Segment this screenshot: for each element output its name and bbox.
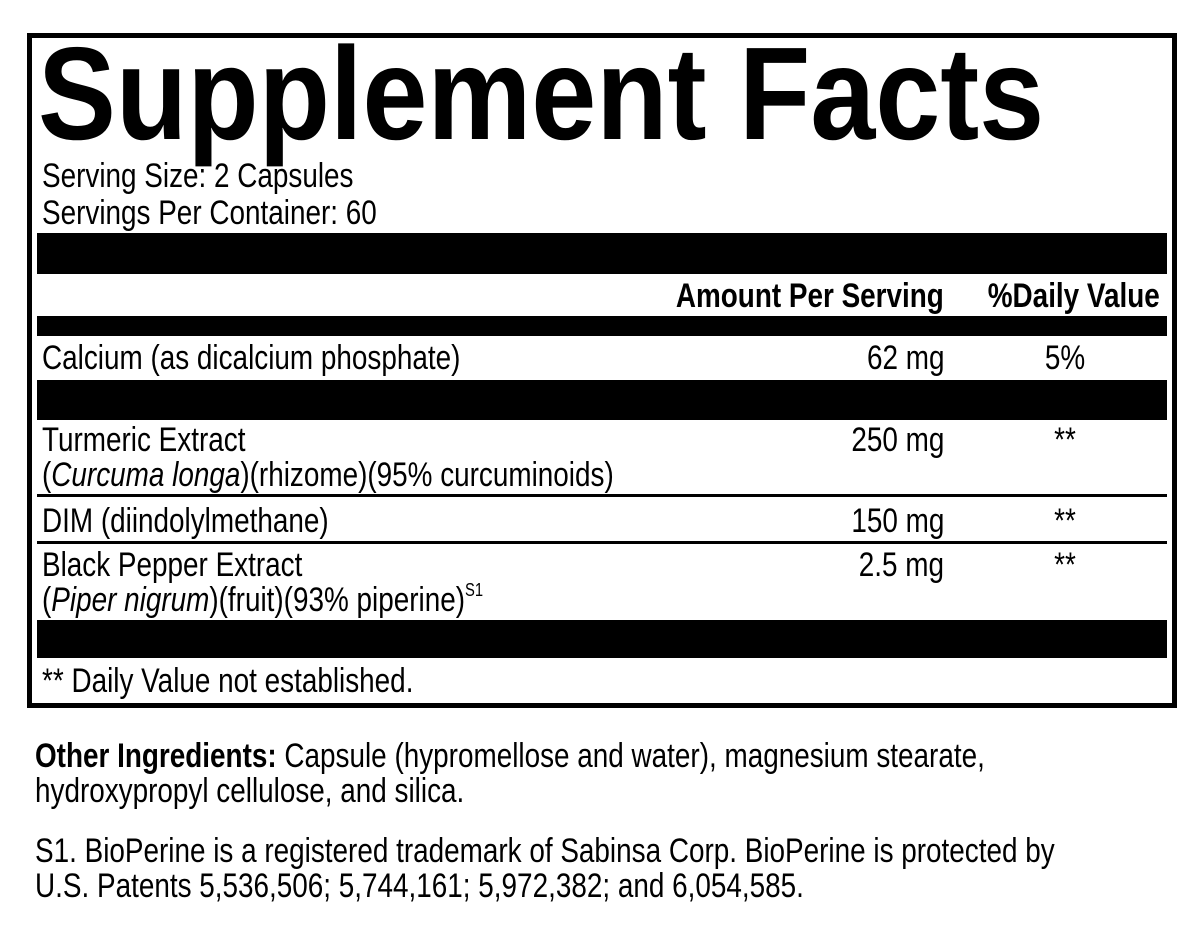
row-amount: 250 mg <box>851 421 944 459</box>
detail-text: ( <box>42 456 52 494</box>
footnote: ** Daily Value not established. <box>42 662 414 700</box>
thick-divider <box>37 620 1167 658</box>
row-amount: 2.5 mg <box>858 546 944 584</box>
other-ingredients: Other Ingredients: Capsule (hypromellose… <box>35 739 985 773</box>
other-ingredients-text: Capsule (hypromellose and water), magnes… <box>276 737 985 775</box>
row-name: DIM (diindolylmethane) <box>42 502 329 540</box>
supplement-facts-panel <box>27 33 1177 708</box>
row-amount: 62 mg <box>866 339 944 377</box>
row-detail: (Curcuma longa)(rhizome)(95% curcuminoid… <box>42 458 614 492</box>
daily-value-header: %Daily Value <box>987 277 1160 315</box>
detail-text: ( <box>42 581 52 619</box>
thick-divider <box>37 380 1167 420</box>
other-ingredients-line2: hydroxypropyl cellulose, and silica. <box>35 772 465 810</box>
row-dv: ** <box>1054 546 1076 584</box>
thick-divider <box>37 233 1167 274</box>
row-name: Turmeric Extract <box>42 421 246 459</box>
thin-divider <box>37 541 1167 544</box>
row-name: Calcium (as dicalcium phosphate) <box>42 339 461 377</box>
detail-text: )(rhizome)(95% curcuminoids) <box>240 456 614 494</box>
latin-name: Curcuma longa <box>51 456 241 494</box>
row-dv: 5% <box>1044 339 1086 377</box>
row-name: Black Pepper Extract <box>42 546 303 584</box>
footnote-marker: S1 <box>464 580 484 600</box>
trademark-line1: S1. BioPerine is a registered trademark … <box>35 832 1055 870</box>
detail-text: )(fruit)(93% piperine) <box>209 581 465 619</box>
panel-title: Supplement Facts <box>38 20 1045 167</box>
row-dv: ** <box>1054 502 1076 540</box>
trademark-line2: U.S. Patents 5,536,506; 5,744,161; 5,972… <box>35 867 804 905</box>
row-detail: (Piper nigrum)(fruit)(93% piperine)S1 <box>42 580 484 619</box>
serving-size: Serving Size: 2 Capsules <box>42 157 354 195</box>
medium-divider <box>37 316 1167 336</box>
servings-per-container: Servings Per Container: 60 <box>42 194 377 232</box>
row-amount: 150 mg <box>851 502 944 540</box>
amount-header: Amount Per Serving <box>675 277 944 315</box>
latin-name: Piper nigrum <box>51 581 210 619</box>
row-dv: ** <box>1054 421 1076 459</box>
other-ingredients-label: Other Ingredients: <box>35 737 277 775</box>
thin-divider <box>37 494 1167 497</box>
